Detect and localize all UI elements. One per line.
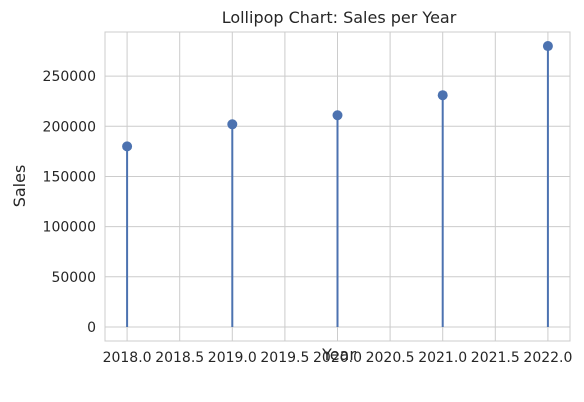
y-tick-label: 50000: [51, 270, 96, 286]
x-tick-label: 2021.0: [418, 350, 467, 366]
y-tick-label: 100000: [43, 220, 96, 236]
x-axis-label: Year: [321, 345, 356, 364]
x-tick-label: 2018.0: [103, 350, 152, 366]
lollipop-marker: [122, 141, 133, 152]
y-tick-label: 150000: [43, 169, 96, 185]
x-tick-label: 2022.0: [523, 350, 572, 366]
plot-area-frame: [104, 31, 571, 342]
x-tick-label: 2020.0: [313, 350, 362, 366]
y-tick-label: 0: [87, 320, 96, 336]
x-tick-labels: 2018.0 2018.5 2019.0 2019.5 2020.0 2020.5 2021…: [103, 350, 573, 366]
lollipop-marker: [332, 110, 343, 121]
x-tick-label: 2019.0: [208, 350, 257, 366]
lollipop-marker: [227, 119, 238, 130]
lollipop-marker: [542, 41, 553, 52]
lollipop-stems: [126, 46, 549, 327]
lollipop-markers: [122, 41, 553, 152]
lollipop-marker: [437, 90, 448, 101]
y-tick-label: 200000: [43, 119, 96, 135]
y-tick-label: 250000: [43, 69, 96, 85]
x-tick-label: 2020.5: [366, 350, 415, 366]
chart-title: Lollipop Chart: Sales per Year: [222, 8, 457, 27]
y-axis-label: Sales: [10, 165, 29, 208]
x-tick-label: 2019.5: [260, 350, 309, 366]
x-tick-label: 2021.5: [471, 350, 520, 366]
y-tick-labels: 0 50000 100000 150000 200000 250000: [43, 69, 96, 336]
x-tick-label: 2018.5: [155, 350, 204, 366]
